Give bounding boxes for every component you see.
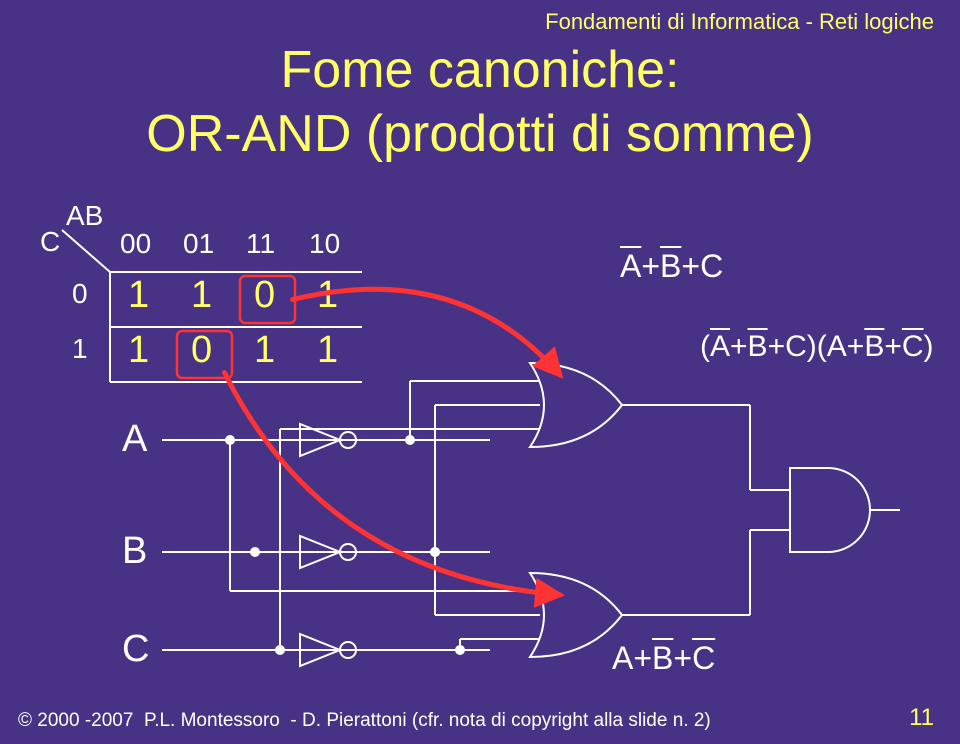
expression-output: (A+B+C)(A+B+C) [700, 330, 934, 364]
slide-footer: © 2000 -2007 P.L. Montessoro - D. Pierat… [18, 710, 711, 732]
expression-bottom: A+B+C [612, 640, 715, 677]
expression-top: A+B+C [620, 248, 723, 285]
page-number: 11 [909, 704, 934, 732]
logic-circuit [0, 0, 960, 744]
